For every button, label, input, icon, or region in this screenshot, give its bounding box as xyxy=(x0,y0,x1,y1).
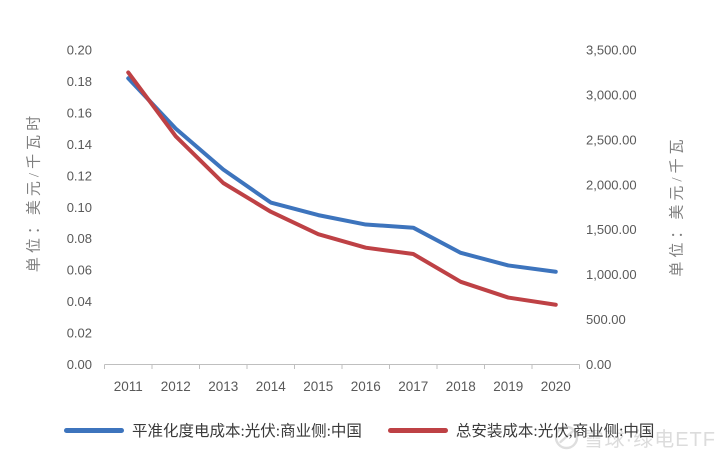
right-axis-tick-label: 2,500.00 xyxy=(586,132,637,147)
x-axis-year-label: 2014 xyxy=(256,379,287,394)
right-axis-tick-label: 1,500.00 xyxy=(586,222,637,237)
legend-label-lcoe: 平准化度电成本:光伏:商业侧:中国 xyxy=(132,423,362,440)
series-line-1 xyxy=(126,70,558,307)
x-axis-year-label: 2020 xyxy=(541,379,571,394)
right-axis-tick-label: 3,500.00 xyxy=(586,43,637,58)
x-axis-year-label: 2011 xyxy=(114,379,143,394)
x-axis-year-label: 2013 xyxy=(208,379,238,394)
left-axis-title: 单位：美元/千瓦时 xyxy=(26,111,43,273)
x-axis-year-label: 2018 xyxy=(446,379,476,394)
right-axis-tick-label: 0.00 xyxy=(586,357,611,372)
left-axis-tick-label: 0.20 xyxy=(67,43,92,58)
x-axis-year-label: 2016 xyxy=(351,379,381,394)
right-axis-tick-label: 1,000.00 xyxy=(586,267,637,282)
right-axis-tick-label: 500.00 xyxy=(586,312,626,327)
left-axis-tick-label: 0.06 xyxy=(67,263,92,278)
x-axis-year-label: 2017 xyxy=(398,379,428,394)
right-axis-tick-label: 2,000.00 xyxy=(586,177,637,192)
left-axis-tick-label: 0.14 xyxy=(67,137,92,152)
left-axis-tick-label: 0.02 xyxy=(67,326,92,341)
x-axis-year-label: 2015 xyxy=(303,379,333,394)
legend: 平准化度电成本:光伏:商业侧:中国 总安装成本:光伏,商业侧:中国 xyxy=(64,419,654,441)
left-axis-tick-label: 0.00 xyxy=(67,357,92,372)
legend-item-installed-cost: 总安装成本:光伏,商业侧:中国 xyxy=(387,419,655,441)
series-line-0 xyxy=(126,76,558,274)
watermark: 雪球·绿电ETF xyxy=(553,423,716,452)
left-axis-tick-label: 0.10 xyxy=(67,200,92,215)
right-axis-title: 单位：美元/千瓦 xyxy=(669,135,686,277)
watermark-text: 雪球·绿电ETF xyxy=(583,429,716,451)
x-axis-year-label: 2012 xyxy=(161,379,191,394)
legend-marker-lcoe-line xyxy=(64,427,124,433)
left-axis-tick-label: 0.12 xyxy=(67,168,92,183)
left-axis-tick-label: 0.08 xyxy=(67,231,92,246)
legend-item-lcoe: 平准化度电成本:光伏:商业侧:中国 xyxy=(64,419,362,441)
left-axis-tick-label: 0.16 xyxy=(67,105,92,120)
right-axis-tick-label: 3,000.00 xyxy=(586,87,637,102)
snowball-circle-icon xyxy=(554,425,578,450)
left-axis-tick-label: 0.18 xyxy=(67,74,92,89)
x-axis-year-label: 2019 xyxy=(493,379,523,394)
legend-marker-installed-cost-line xyxy=(387,427,448,433)
legend-label-installed-cost: 总安装成本:光伏,商业侧:中国 xyxy=(455,423,655,440)
left-axis-tick-label: 0.04 xyxy=(67,294,92,309)
